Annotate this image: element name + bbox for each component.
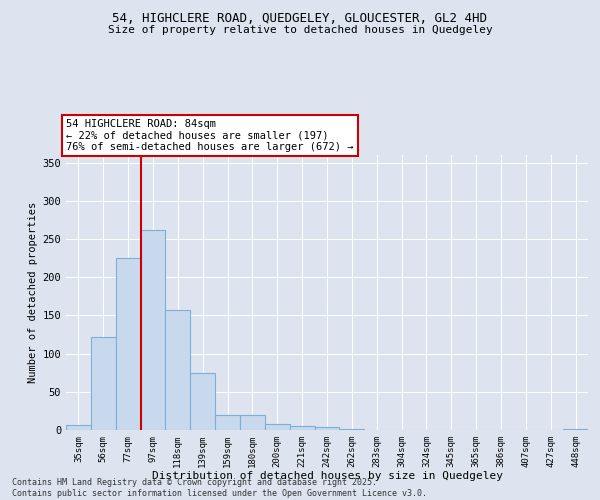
Bar: [66, 424, 91, 430]
Bar: [240, 414, 265, 430]
Text: 54 HIGHCLERE ROAD: 84sqm
← 22% of detached houses are smaller (197)
76% of semi-: 54 HIGHCLERE ROAD: 84sqm ← 22% of detach…: [66, 119, 353, 152]
Bar: [166, 310, 190, 430]
Text: 54, HIGHCLERE ROAD, QUEDGELEY, GLOUCESTER, GL2 4HD: 54, HIGHCLERE ROAD, QUEDGELEY, GLOUCESTE…: [113, 12, 487, 26]
Bar: [314, 427, 340, 430]
Bar: [340, 429, 364, 430]
Bar: [91, 337, 116, 430]
Bar: [563, 429, 588, 430]
Bar: [116, 258, 140, 430]
Bar: [140, 230, 166, 430]
Bar: [290, 426, 314, 430]
Bar: [265, 424, 290, 430]
X-axis label: Distribution of detached houses by size in Quedgeley: Distribution of detached houses by size …: [151, 472, 503, 482]
Bar: [215, 414, 240, 430]
Text: Contains HM Land Registry data © Crown copyright and database right 2025.
Contai: Contains HM Land Registry data © Crown c…: [12, 478, 427, 498]
Y-axis label: Number of detached properties: Number of detached properties: [28, 202, 38, 383]
Bar: [190, 372, 215, 430]
Text: Size of property relative to detached houses in Quedgeley: Size of property relative to detached ho…: [107, 25, 493, 35]
